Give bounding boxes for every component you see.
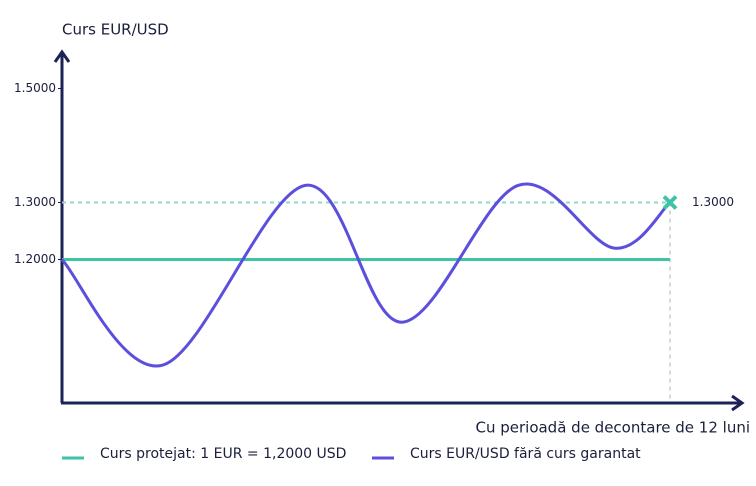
series-line [60, 182, 672, 368]
annotation-label: 1.3000 [692, 195, 734, 209]
axes [53, 49, 745, 412]
legend-label: Curs EUR/USD fără curs garantat [410, 446, 641, 462]
y-tick-label: 1.2000 [14, 252, 56, 266]
x-axis-title: Cu perioadă de decontare de 12 luni [475, 419, 750, 437]
legend-label: Curs protejat: 1 EUR = 1,2000 USD [100, 446, 346, 462]
y-tick-label: 1.5000 [14, 81, 56, 95]
end-marker [662, 195, 678, 210]
y-axis-title: Curs EUR/USD [62, 21, 169, 39]
y-tick-label: 1.3000 [14, 195, 56, 209]
